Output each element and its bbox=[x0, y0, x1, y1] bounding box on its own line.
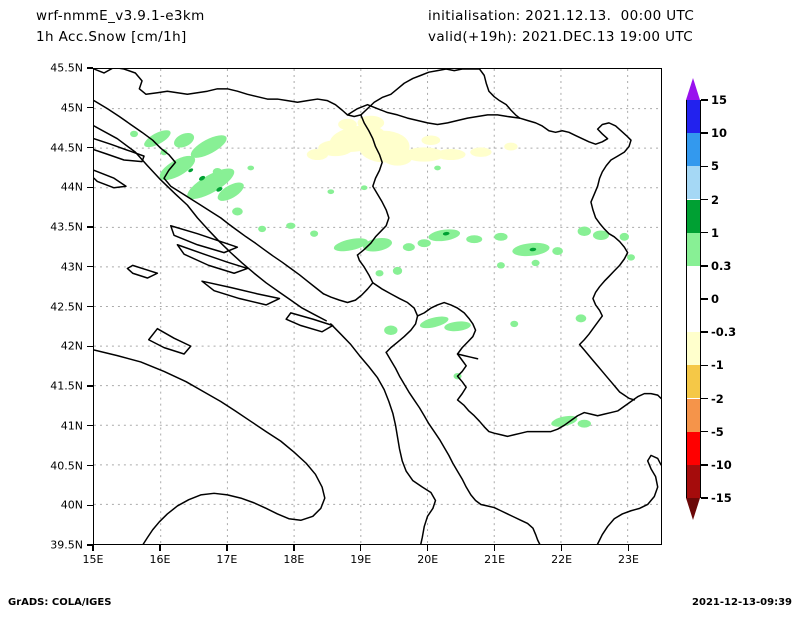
y-axis-label: 42.5N bbox=[50, 300, 83, 313]
y-axis-label: 43N bbox=[60, 260, 83, 274]
colorbar-segment bbox=[686, 133, 701, 167]
x-axis-tick bbox=[493, 545, 496, 551]
x-axis-label: 17E bbox=[216, 553, 238, 566]
y-axis-tick bbox=[87, 107, 93, 109]
colorbar-tick bbox=[701, 99, 708, 101]
y-axis-label: 45N bbox=[60, 101, 83, 115]
colorbar-tick bbox=[701, 331, 708, 333]
colorbar-tick bbox=[701, 464, 708, 466]
x-axis-label: 23E bbox=[618, 553, 639, 566]
colorbar-segment bbox=[686, 199, 701, 233]
colorbar-segment bbox=[686, 431, 701, 465]
colorbar-tick bbox=[701, 364, 708, 367]
header-field-name: 1h Acc.Snow [cm/1h] bbox=[36, 29, 187, 45]
footer-credit: GrADS: COLA/IGES bbox=[8, 597, 112, 608]
x-axis-tick bbox=[560, 545, 563, 551]
y-axis-tick bbox=[87, 266, 93, 268]
x-axis-label: 19E bbox=[350, 553, 372, 566]
colorbar-tick-label: -15 bbox=[711, 491, 732, 505]
x-axis-label: 15E bbox=[82, 553, 104, 566]
x-axis-tick bbox=[159, 545, 161, 551]
colorbar-arrow-top bbox=[686, 78, 700, 100]
colorbar-tick bbox=[701, 497, 708, 499]
colorbar-tick bbox=[701, 298, 708, 300]
map-plot-area[interactable] bbox=[93, 68, 662, 545]
colorbar-tick bbox=[701, 397, 708, 400]
y-axis-label: 44.5N bbox=[50, 141, 83, 154]
y-axis-label: 41N bbox=[60, 419, 83, 433]
colorbar-tick-label: 15 bbox=[711, 93, 728, 107]
y-axis-label: 39.5N bbox=[50, 538, 83, 552]
y-axis-label: 44N bbox=[60, 180, 83, 194]
footer-timestamp: 2021-12-13-09:39 bbox=[692, 597, 792, 608]
colorbar-tick bbox=[701, 430, 708, 433]
colorbar-tick-label: -0.3 bbox=[711, 325, 737, 340]
header-initialisation-time: initialisation: 2021.12.13. 00:00 UTC bbox=[428, 8, 695, 24]
colorbar-tick bbox=[701, 265, 708, 267]
colorbar-tick bbox=[701, 231, 708, 234]
y-axis-tick bbox=[87, 544, 93, 546]
y-axis-label: 42N bbox=[60, 339, 83, 353]
x-axis-label: 16E bbox=[149, 553, 171, 566]
y-axis-tick bbox=[87, 305, 93, 308]
y-axis-label: 45.5N bbox=[50, 61, 83, 75]
colorbar-tick-label: 2 bbox=[711, 192, 720, 207]
colorbar-segment bbox=[686, 398, 701, 432]
y-axis-tick bbox=[87, 425, 93, 427]
x-axis-tick bbox=[226, 545, 228, 551]
colorbar-segment bbox=[686, 365, 701, 399]
colorbar-arrow-bottom bbox=[686, 498, 700, 520]
x-axis-tick bbox=[627, 545, 630, 551]
y-axis-tick bbox=[87, 464, 93, 467]
colorbar[interactable]: 15 10 5 2 1 0.3 0 -0.3 -1 -2 -5 -10 -15 bbox=[686, 78, 736, 520]
colorbar-segment bbox=[686, 332, 701, 366]
colorbar-segment bbox=[686, 100, 701, 134]
header-valid-time: valid(+19h): 2021.DEC.13 19:00 UTC bbox=[428, 29, 694, 45]
colorbar-outline bbox=[686, 100, 701, 498]
y-axis-label: 41.5N bbox=[50, 379, 83, 393]
y-axis-tick bbox=[87, 345, 93, 347]
colorbar-segment bbox=[686, 299, 701, 333]
colorbar-tick-label: 1 bbox=[711, 225, 720, 240]
colorbar-segment bbox=[686, 464, 701, 498]
colorbar-tick-label: -1 bbox=[711, 358, 724, 373]
colorbar-tick-label: -10 bbox=[711, 457, 732, 472]
colorbar-tick-label: -5 bbox=[711, 424, 724, 439]
snow-field-shading bbox=[130, 115, 635, 428]
colorbar-tick-label: 0.3 bbox=[711, 258, 732, 273]
colorbar-tick-label: 5 bbox=[711, 159, 720, 174]
y-axis-tick bbox=[87, 504, 93, 506]
colorbar-tick bbox=[701, 165, 708, 168]
map-coastlines-and-borders bbox=[94, 69, 661, 544]
x-axis-label: 18E bbox=[283, 553, 305, 566]
colorbar-tick bbox=[701, 198, 708, 201]
colorbar-tick-label: -2 bbox=[711, 391, 724, 406]
x-axis-tick bbox=[360, 545, 362, 551]
colorbar-tick bbox=[701, 132, 708, 134]
colorbar-segment bbox=[686, 232, 701, 266]
colorbar-tick-label: 10 bbox=[711, 126, 728, 141]
y-axis-tick bbox=[87, 226, 93, 228]
colorbar-segment bbox=[686, 166, 701, 200]
header-model-name: wrf-nmmE_v3.9.1-e3km bbox=[36, 8, 205, 24]
x-axis-label: 22E bbox=[551, 553, 573, 566]
y-axis-tick bbox=[87, 186, 93, 188]
colorbar-tick-label: 0 bbox=[711, 292, 720, 306]
colorbar-segment bbox=[686, 265, 701, 299]
x-axis-tick bbox=[92, 545, 94, 551]
y-axis-tick bbox=[87, 385, 93, 387]
y-axis-label: 40.5N bbox=[50, 459, 83, 472]
y-axis-tick bbox=[87, 146, 93, 149]
x-axis-tick bbox=[427, 545, 429, 551]
y-axis-tick bbox=[87, 67, 93, 69]
x-axis-label: 20E bbox=[417, 553, 439, 566]
x-axis-label: 21E bbox=[484, 553, 506, 566]
y-axis-label: 43.5N bbox=[50, 220, 83, 234]
x-axis-tick bbox=[293, 545, 295, 551]
y-axis-label: 40N bbox=[60, 498, 83, 512]
